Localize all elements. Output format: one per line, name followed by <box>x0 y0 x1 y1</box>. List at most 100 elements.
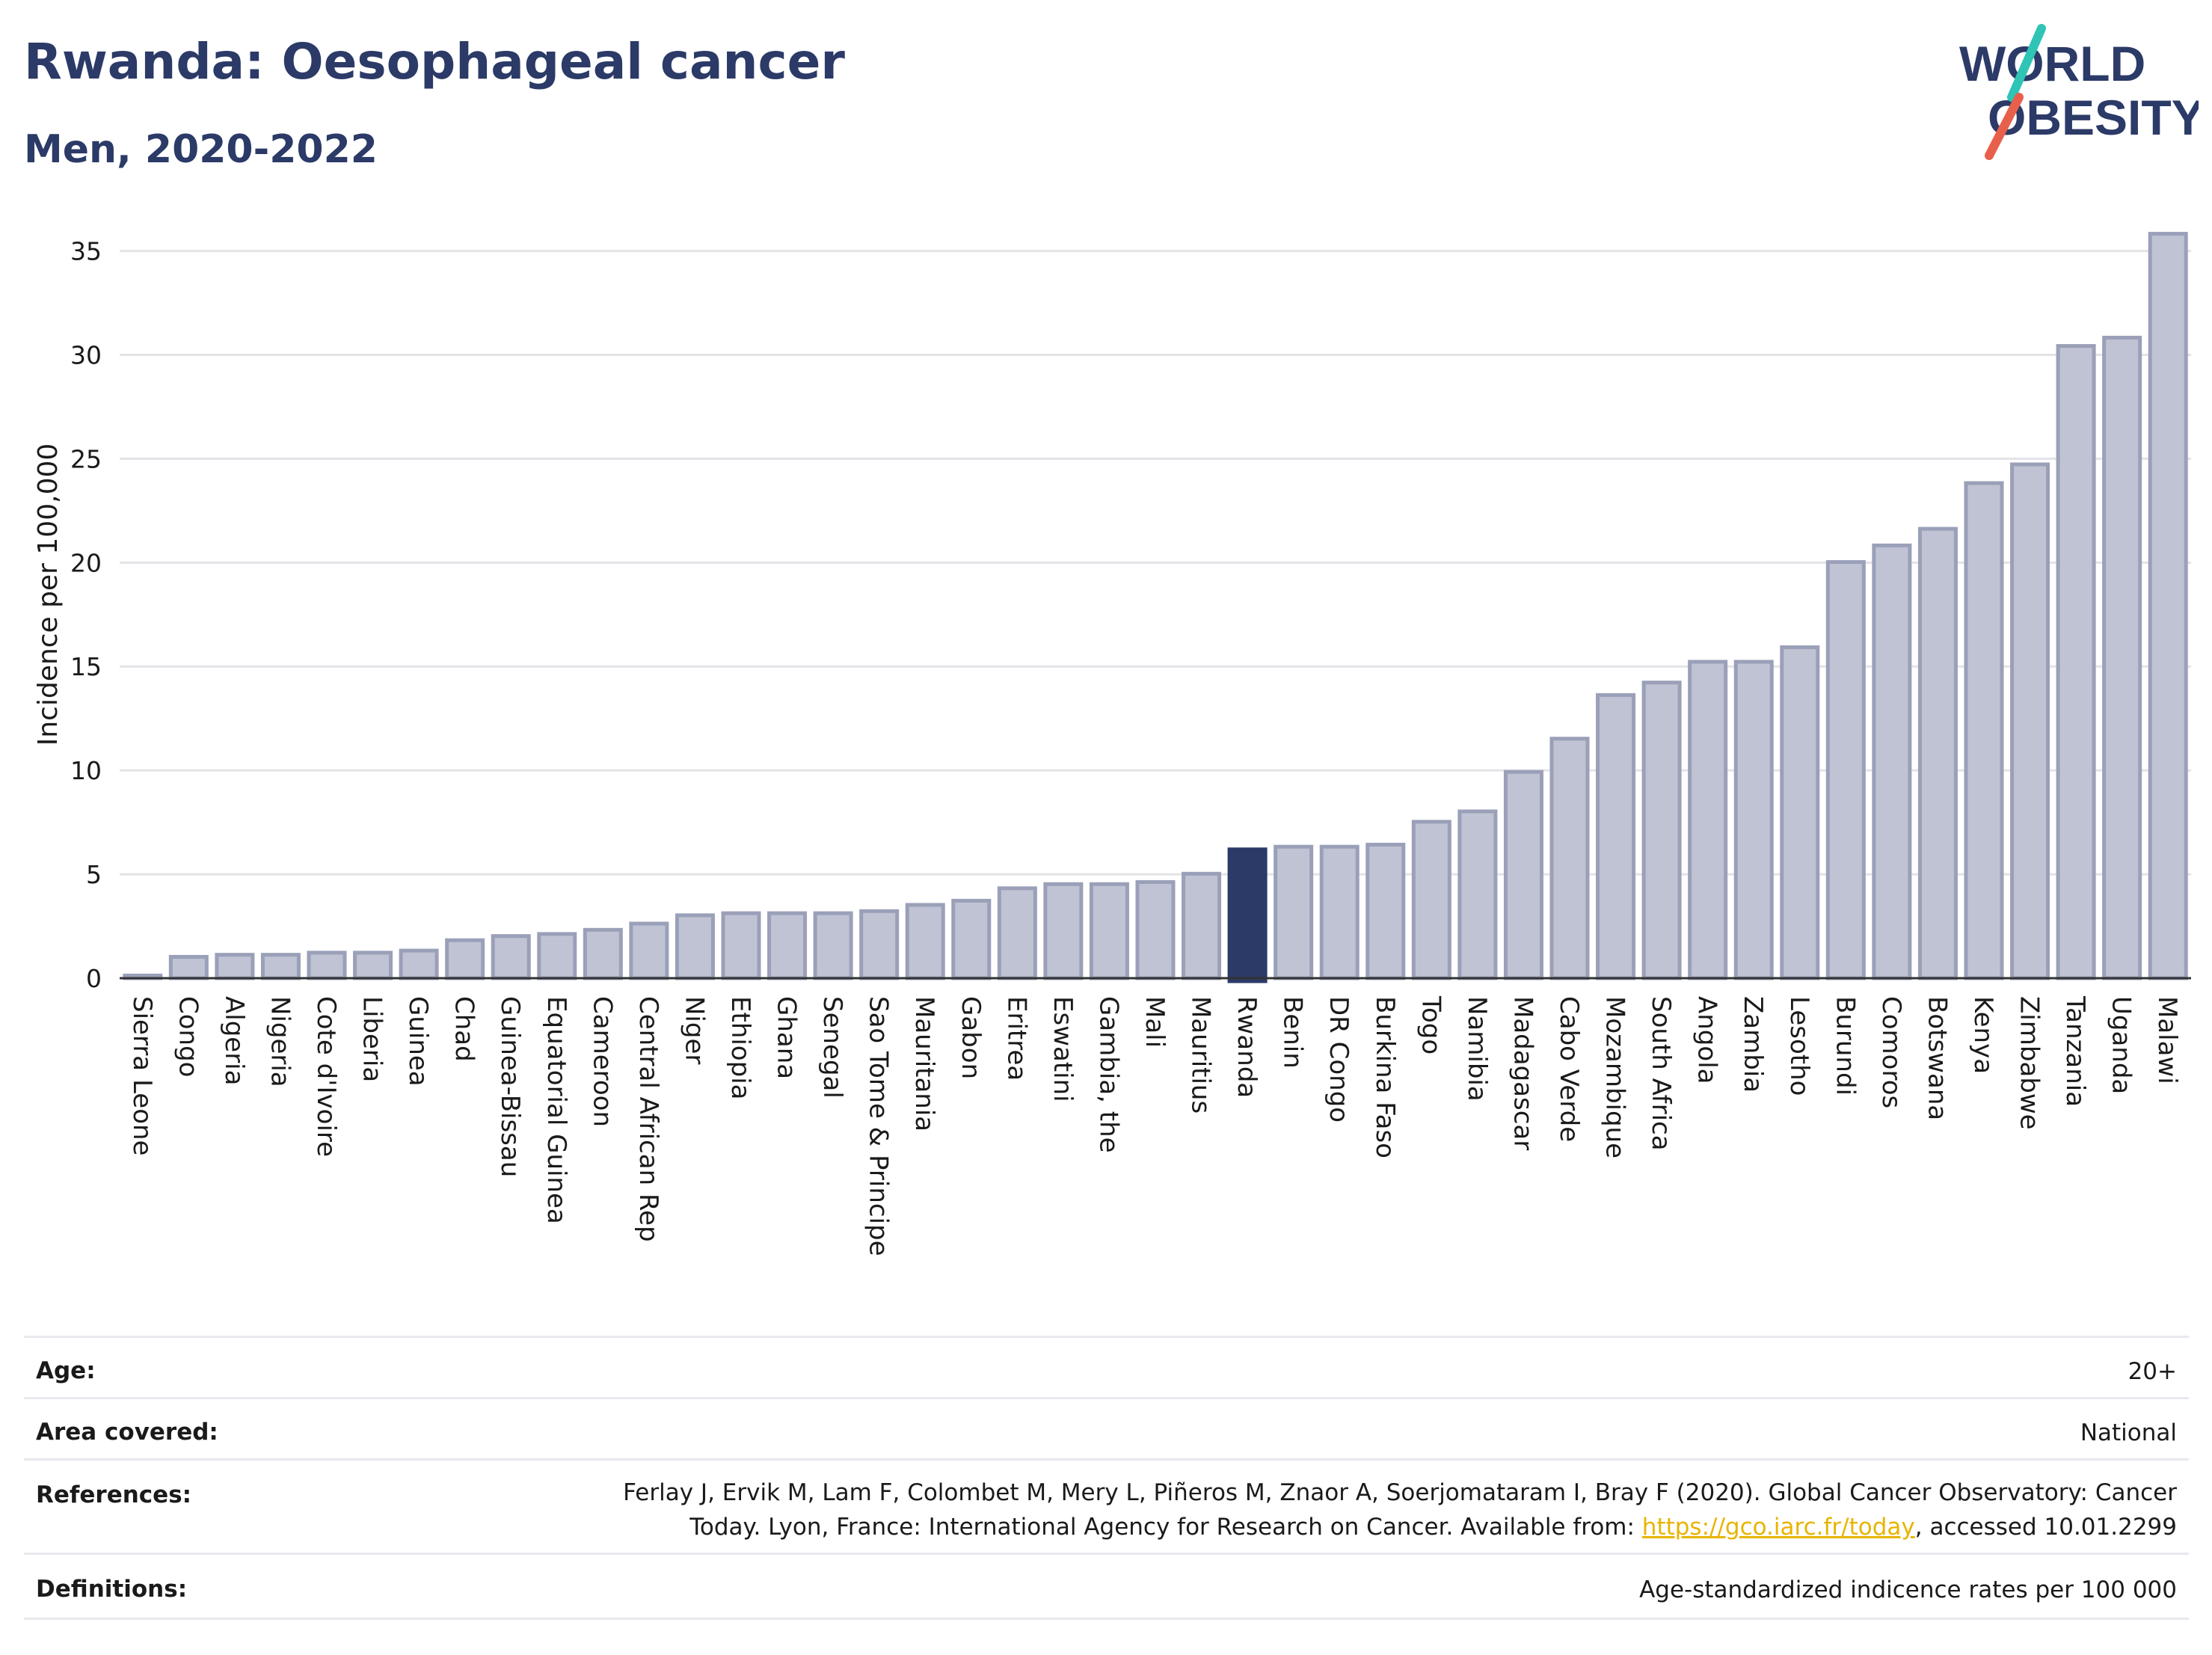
age-value: 20+ <box>2127 1358 2177 1385</box>
x-tick-label: Liberia <box>357 996 387 1082</box>
x-tick-label: Chad <box>449 996 479 1062</box>
x-tick-label: Tanzania <box>2060 995 2090 1107</box>
area-value: National <box>2080 1419 2177 1446</box>
y-tick-label: 0 <box>86 964 102 993</box>
x-tick-label: Angola <box>1692 996 1722 1084</box>
bar <box>1917 526 1958 980</box>
x-tick-label: Cameroon <box>587 996 617 1127</box>
bar <box>1227 847 1268 983</box>
x-tick-label: Guinea <box>403 996 433 1087</box>
x-tick-label: Togo <box>1416 995 1446 1054</box>
bar <box>2056 344 2096 980</box>
x-tick-label: Eritrea <box>1001 996 1031 1081</box>
bar <box>767 911 808 980</box>
bar <box>537 932 577 980</box>
bar <box>445 938 485 980</box>
x-tick-label: Mauritius <box>1186 996 1216 1114</box>
definitions-value: Age-standardized indicence rates per 100… <box>1639 1576 2177 1603</box>
bar <box>353 951 393 980</box>
bar <box>813 911 853 980</box>
world-obesity-logo: WORLD OBESITY <box>1959 24 2199 160</box>
bar-chart: 0 5 10 15 20 25 30 35 Sierra Leone Congo Algeria Ni… <box>33 232 2191 1256</box>
x-tick-label: Burundi <box>1830 996 1860 1096</box>
x-tick-label: Cote d'Ivoire <box>311 996 341 1157</box>
bar <box>1825 560 1866 980</box>
bar <box>168 954 209 980</box>
x-tick-label: Namibia <box>1462 996 1492 1102</box>
age-label: Age: <box>36 1357 96 1384</box>
x-tick-label: Sierra Leone <box>127 996 157 1155</box>
bar <box>721 911 761 980</box>
bar <box>2148 232 2188 980</box>
references-value: Ferlay J, Ervik M, Lam F, Colombet M, Me… <box>623 1476 2177 1544</box>
x-tick-label: Zimbabwe <box>2015 996 2044 1130</box>
bar <box>215 953 255 980</box>
references-line2-post: , accessed 10.01.2299 <box>1914 1514 2177 1541</box>
x-tick-label: Gambia, the <box>1093 996 1123 1153</box>
bar <box>905 903 945 980</box>
bar <box>260 953 301 980</box>
x-tick-label: Burkina Faso <box>1370 996 1400 1158</box>
bar <box>1411 820 1451 980</box>
logo-accent-coral <box>1985 93 2024 160</box>
x-tick-label: Eswatini <box>1048 996 1078 1102</box>
page-subtitle: Men, 2020-2022 <box>24 127 378 172</box>
bar <box>1135 879 1176 980</box>
bar <box>491 934 531 980</box>
bar <box>583 927 623 980</box>
bar-layer <box>123 232 2188 983</box>
x-tick-label: Benin <box>1278 996 1308 1069</box>
info-row-references: References: Ferlay J, Ervik M, Lam F, Co… <box>24 1458 2189 1555</box>
y-tick-label: 30 <box>70 340 102 369</box>
x-tick-label: Sao Tome & Principe <box>864 996 894 1256</box>
info-row-area: Area covered: National <box>24 1397 2189 1461</box>
y-tick-label: 10 <box>70 756 102 785</box>
y-tick-label: 20 <box>70 548 102 577</box>
x-tick-label: Botswana <box>1922 996 1952 1120</box>
x-tick-label: Cabo Verde <box>1554 996 1584 1142</box>
bar <box>675 913 715 980</box>
bar <box>1274 844 1314 980</box>
info-row-age: Age: 20+ <box>24 1336 2189 1399</box>
bar <box>1043 882 1084 980</box>
bar <box>859 909 900 980</box>
y-tick-label: 35 <box>70 237 102 266</box>
bar <box>1089 882 1129 980</box>
logo-line1: WORLD <box>1959 36 2145 91</box>
y-tick-label: 5 <box>86 860 102 889</box>
page-title: Rwanda: Oesophageal cancer <box>24 33 845 90</box>
references-link[interactable]: https://gco.iarc.fr/today <box>1641 1514 1915 1541</box>
x-tick-label: Ghana <box>772 996 802 1079</box>
x-tick-label: Ethiopia <box>725 996 755 1099</box>
x-tick-label: South Africa <box>1646 996 1676 1151</box>
tick-layer: 0 5 10 15 20 25 30 35 Sierra Leone Congo Algeria Ni… <box>70 237 2191 1256</box>
x-tick-label: Gabon <box>956 996 986 1079</box>
references-line1: Ferlay J, Ervik M, Lam F, Colombet M, Me… <box>623 1479 2177 1506</box>
bar <box>1964 481 2004 980</box>
x-tick-label: Rwanda <box>1232 996 1262 1098</box>
x-tick-label: Mozambique <box>1600 996 1630 1158</box>
x-tick-label: Central African Rep <box>633 996 663 1242</box>
references-line2: Today. Lyon, France: International Agenc… <box>623 1510 2177 1544</box>
bar <box>1182 871 1222 980</box>
y-tick-label: 15 <box>70 652 102 681</box>
x-tick-label: Malawi <box>2152 996 2182 1084</box>
x-tick-label: Nigeria <box>265 996 295 1087</box>
logo-accent-teal <box>2007 24 2046 102</box>
x-tick-label: Equatorial Guinea <box>541 996 571 1224</box>
bar <box>629 921 669 980</box>
x-tick-label: Mauritania <box>909 996 939 1132</box>
bar <box>399 948 439 980</box>
x-tick-label: Uganda <box>2107 996 2136 1094</box>
area-label: Area covered: <box>36 1419 218 1446</box>
x-tick-label: Madagascar <box>1508 996 1537 1150</box>
y-tick-label: 25 <box>70 444 102 473</box>
x-tick-label: Mali <box>1140 996 1170 1048</box>
bar <box>1688 660 1728 980</box>
info-row-definitions: Definitions: Age-standardized indicence … <box>24 1553 2189 1620</box>
bar <box>307 951 347 980</box>
x-tick-label: Niger <box>679 996 709 1064</box>
bar <box>1365 842 1406 980</box>
x-tick-label: DR Congo <box>1324 996 1354 1123</box>
bar <box>1780 645 1820 980</box>
